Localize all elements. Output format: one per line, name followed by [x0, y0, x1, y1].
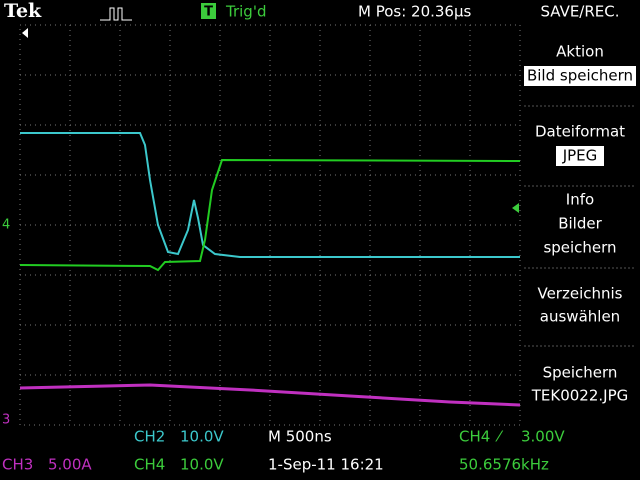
trigger-pos-marker [22, 28, 28, 38]
ch3-marker: 3 [2, 413, 10, 428]
ch2-trace [20, 132, 520, 258]
menu-label[interactable]: Aktion [556, 43, 604, 61]
frequency: 50.6576kHz [459, 456, 549, 474]
trigger-source: CH4 [459, 428, 490, 446]
trigger-icon: T [204, 5, 213, 20]
ch2-label: CH2 [134, 428, 165, 446]
timebase: M 500ns [268, 428, 332, 446]
ch2-scale: 10.0V [180, 428, 224, 446]
menu-value[interactable]: Bild speichern [527, 67, 633, 85]
menu-highlight [524, 66, 636, 86]
menu-line[interactable]: Info [566, 191, 594, 209]
position: M Pos: 20.36µs [358, 3, 472, 21]
trigger-level-marker [512, 203, 519, 213]
acq-icon [100, 7, 132, 21]
menu-line[interactable]: speichern [543, 239, 616, 257]
menu-line[interactable]: Verzeichnis [537, 285, 622, 303]
ch3-label: CH3 [2, 456, 33, 474]
side-menu: Aktion Bild speichern Dateiformat JPEG I… [524, 43, 636, 405]
menu-line[interactable]: Speichern [543, 364, 618, 382]
menu-title: SAVE/REC. [540, 3, 619, 21]
ch3-scale: 5.00A [48, 456, 92, 474]
menu-value[interactable]: JPEG [562, 147, 598, 165]
menu-line[interactable]: TEK0022.JPG [531, 387, 629, 405]
menu-line[interactable]: auswählen [540, 308, 620, 326]
trigger-level: 3.00V [521, 428, 565, 446]
trigger-status: Trig'd [225, 3, 266, 21]
menu-label[interactable]: Dateiformat [535, 123, 625, 141]
menu-highlight [556, 146, 604, 166]
date: 1-Sep-11 16:21 [268, 456, 384, 474]
ch4-marker: 4 [2, 218, 10, 233]
menu-line[interactable]: Bilder [558, 215, 602, 233]
ch3-trace [19, 383, 521, 407]
ch4-label: CH4 [134, 456, 165, 474]
brand: Tek [4, 0, 42, 22]
trigger-slope: ⁄ [495, 428, 504, 446]
ch4-trace [19, 158, 521, 272]
trigger-icon-bg [201, 3, 216, 19]
ch4-scale: 10.0V [180, 456, 224, 474]
graticule [19, 24, 521, 426]
